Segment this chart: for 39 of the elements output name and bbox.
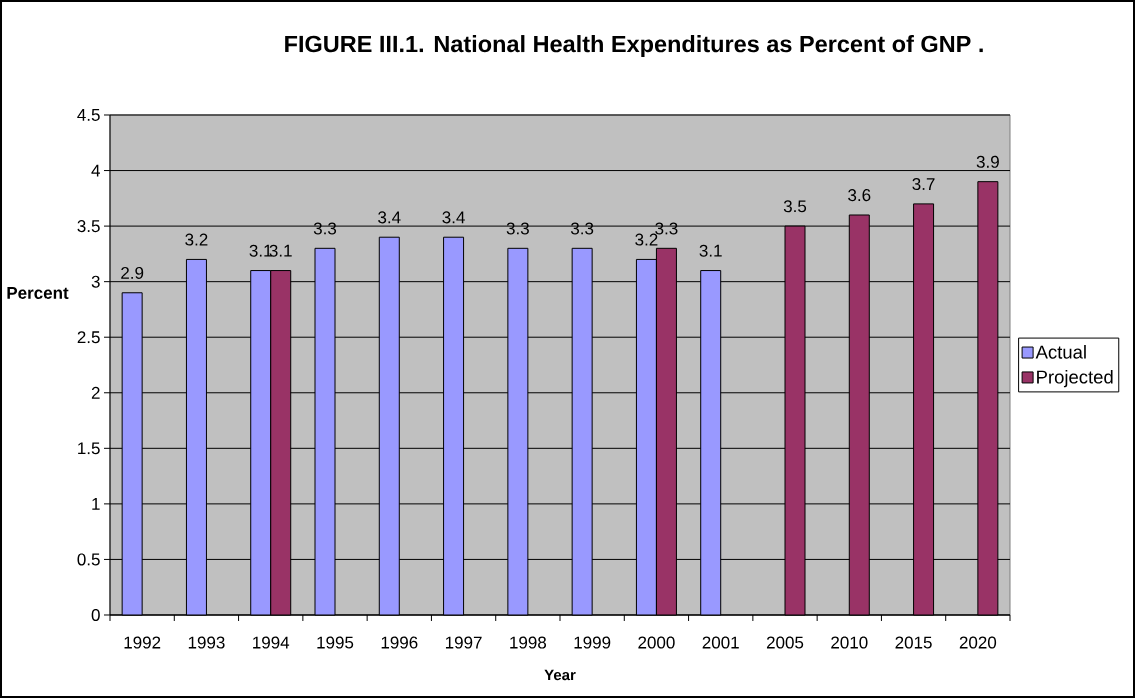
x-tick-label: 2001 xyxy=(702,636,739,649)
x-tick-label: 2015 xyxy=(895,636,932,649)
data-label: 3.4 xyxy=(442,211,465,224)
x-tick-label: 2020 xyxy=(959,636,997,649)
y-tick-label: 4.5 xyxy=(77,109,100,121)
x-tick-label: 1996 xyxy=(381,636,418,649)
x-tick-label: 1993 xyxy=(188,636,225,649)
y-axis-title: Percent xyxy=(7,287,69,299)
x-axis-title: Year xyxy=(544,669,576,681)
data-label: 3.2 xyxy=(635,233,658,246)
y-tick-label: 2.5 xyxy=(77,331,100,344)
x-tick-label: 1998 xyxy=(510,636,547,649)
y-tick-label: 3.5 xyxy=(77,220,100,233)
x-tick-label: 2010 xyxy=(831,636,868,649)
x-tick-label: 1995 xyxy=(317,636,354,649)
x-tick-label: 1999 xyxy=(574,636,611,649)
data-label: 3.1 xyxy=(699,244,722,257)
x-tick-label: 2000 xyxy=(638,636,675,649)
y-tick-label: 1.5 xyxy=(78,442,100,455)
legend-label: Actual xyxy=(1035,345,1086,359)
x-tick-label: 1994 xyxy=(253,636,290,649)
y-tick-label: 4 xyxy=(91,164,100,177)
data-label: 3.7 xyxy=(912,178,935,191)
data-label: 2.9 xyxy=(121,266,144,279)
chart-title: FIGURE III.1. National Health Expenditures as Percent of GNP . xyxy=(285,35,983,57)
data-label: 3.2 xyxy=(185,233,208,246)
x-tick-label: 1992 xyxy=(124,636,161,649)
y-tick-label: 3 xyxy=(91,275,100,288)
y-tick-label: 2 xyxy=(91,386,100,399)
data-label: 3.6 xyxy=(848,189,871,202)
y-tick-label: 0.5 xyxy=(77,553,100,566)
x-tick-label: 1997 xyxy=(445,636,482,649)
data-label: 3.4 xyxy=(378,211,401,224)
legend-label: Projected xyxy=(1037,369,1113,388)
data-label: 3.5 xyxy=(783,200,807,213)
y-tick-label: 0 xyxy=(91,608,100,622)
data-label: 3.9 xyxy=(976,155,999,168)
x-tick-label: 2005 xyxy=(766,636,804,649)
y-tick-label: 1 xyxy=(92,498,100,510)
